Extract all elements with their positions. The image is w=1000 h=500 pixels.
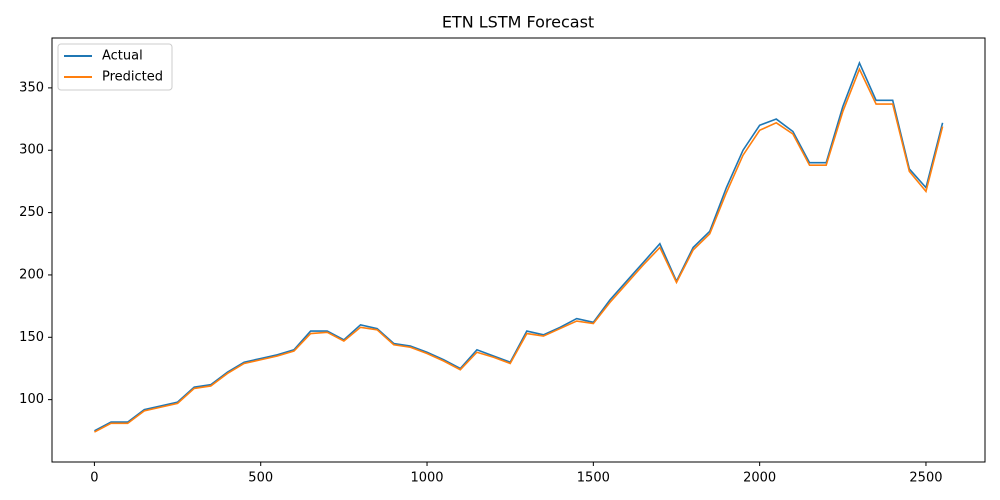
plot-frame bbox=[51, 37, 986, 463]
y-tick-label: 350 bbox=[19, 80, 44, 95]
x-tick-label: 2500 bbox=[909, 471, 942, 486]
x-tick-label: 1000 bbox=[410, 471, 443, 486]
series-line bbox=[94, 67, 944, 433]
legend-label: Actual bbox=[102, 49, 143, 64]
series-line bbox=[94, 60, 944, 432]
y-tick-label: 300 bbox=[19, 143, 44, 158]
y-tick-label: 100 bbox=[19, 392, 44, 407]
y-tick-label: 250 bbox=[19, 205, 44, 220]
y-tick-label: 150 bbox=[19, 330, 44, 345]
x-tick-label: 0 bbox=[90, 471, 98, 486]
y-tick-label: 200 bbox=[19, 267, 44, 282]
x-tick-label: 500 bbox=[248, 471, 273, 486]
chart-title: ETN LSTM Forecast bbox=[442, 13, 594, 32]
legend-label: Predicted bbox=[102, 70, 163, 85]
x-tick-label: 1500 bbox=[577, 471, 610, 486]
x-tick-label: 2000 bbox=[743, 471, 776, 486]
